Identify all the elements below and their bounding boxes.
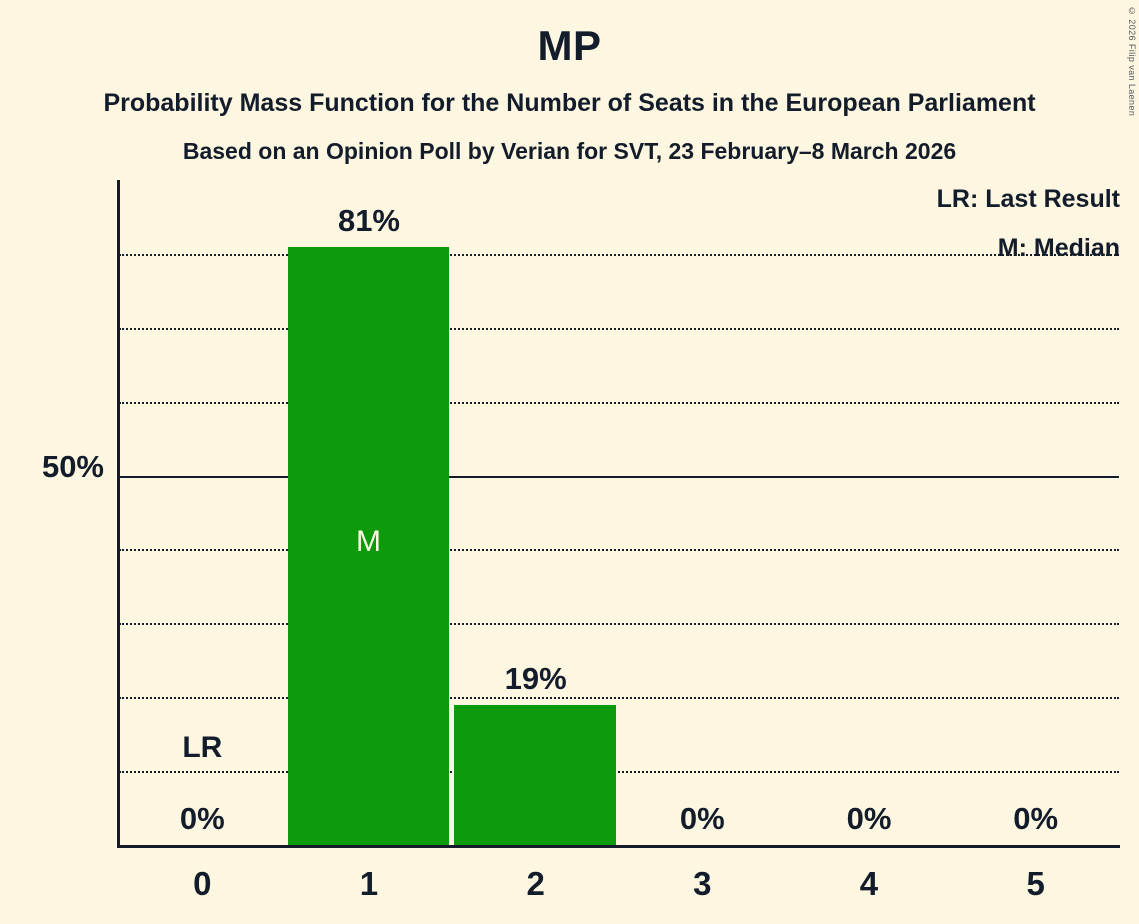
value-label-2: 19% [504,660,567,696]
plot-area: M 0% 81% 19% 0% 0% 0% LR 0 1 2 3 4 5 [117,180,1120,902]
legend-item-median: M: Median [997,234,1120,262]
bar-2[interactable] [454,704,616,845]
value-label-3: 0% [679,801,725,836]
value-label-0: 0% [179,801,225,836]
x-axis-tick-1: 1 [359,865,379,902]
x-axis-tick-4: 4 [859,865,879,902]
last-result-marker: LR [182,731,223,765]
y-axis-tick-label-50: 50% [41,449,104,484]
x-axis-tick-3: 3 [693,865,712,902]
x-axis-tick-0: 0 [193,865,212,902]
copyright-notice: © 2026 Filip van Laenen [1127,6,1137,117]
x-axis-tick-2: 2 [526,865,545,902]
gridline-70 [119,327,1119,330]
gridline-40 [119,549,1119,552]
median-marker: M [355,524,381,558]
chart-source-line: Based on an Opinion Poll by Verian for S… [182,138,957,164]
gridline-50 [119,475,1119,478]
value-label-5: 0% [1013,801,1059,836]
value-label-1: 81% [337,202,400,238]
x-axis-tick-5: 5 [1026,865,1045,902]
y-axis-line [117,180,120,845]
gridline-80 [119,253,1119,256]
x-axis-line [117,845,1120,848]
gridline-20 [119,697,1119,700]
value-label-4: 0% [846,801,892,836]
page-title: MP [537,22,602,69]
gridline-60 [119,401,1119,404]
legend-item-last-result: LR: Last Result [936,185,1120,213]
bar-1[interactable]: M [287,246,450,845]
gridline-10 [119,771,1119,774]
chart-subtitle: Probability Mass Function for the Number… [103,89,1036,117]
gridline-30 [119,623,1119,626]
